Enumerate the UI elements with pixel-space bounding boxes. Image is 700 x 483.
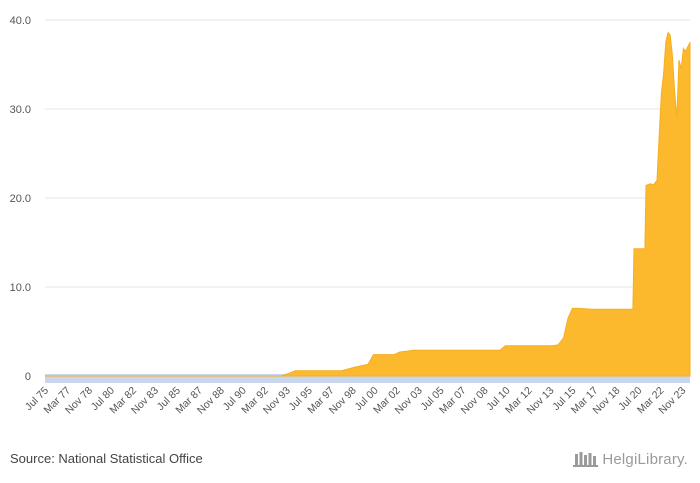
x-axis-band [45,374,690,383]
source-note: Source: National Statistical Office [10,451,203,466]
y-tick-label: 30.0 [10,104,31,116]
series-area [45,31,691,377]
y-tick-label: 0 [25,371,31,383]
y-tick-label: 10.0 [10,282,31,294]
y-tick-label: 40.0 [10,15,31,27]
brand-logo: HelgiLibrary. [573,450,688,468]
library-icon [573,452,599,467]
brand-name: HelgiLibrary. [602,450,688,468]
y-axis-ticks: 0 10.0 20.0 30.0 40.0 [10,15,31,383]
y-tick-label: 20.0 [10,193,31,205]
